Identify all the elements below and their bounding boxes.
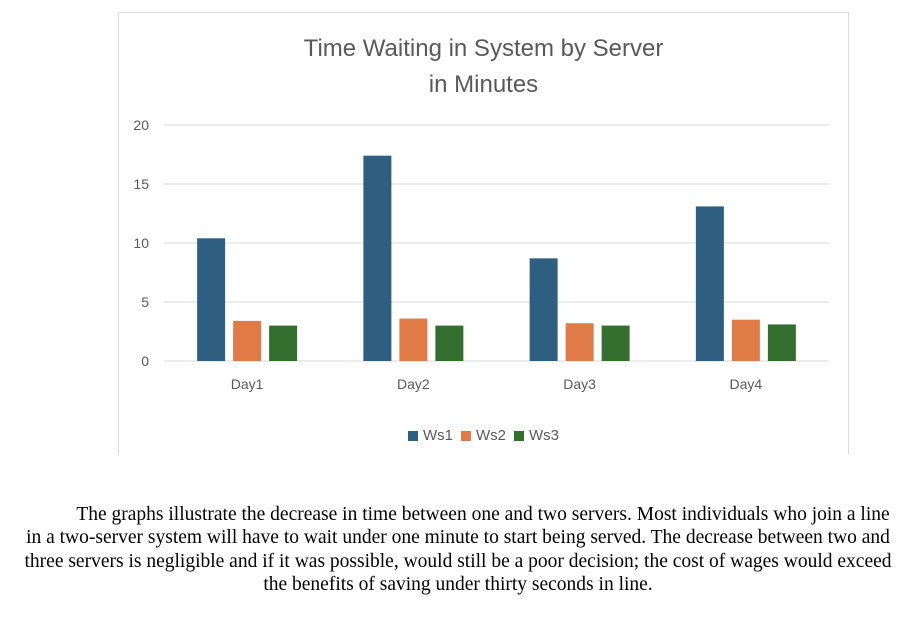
x-tick-label: Day4: [730, 376, 763, 392]
y-tick-label: 5: [141, 294, 149, 310]
legend-label: Ws1: [423, 427, 453, 444]
bar-ws3-day2: [435, 325, 464, 361]
bar-ws2-day4: [731, 319, 760, 361]
chart-title-line-2: in Minutes: [428, 71, 539, 98]
legend-item-ws2: Ws2: [461, 427, 506, 444]
y-tick-label: 10: [133, 235, 149, 251]
bar-chart: 0 5 10 15 20 Day1 Day2 Day3 Day4: [133, 117, 829, 392]
chart-title-line-1: Time Waiting in System by Server: [303, 35, 664, 62]
caption-paragraph: The graphs illustrate the decrease in ti…: [24, 503, 892, 596]
bar-ws3-day4: [767, 324, 796, 361]
y-tick-label: 20: [133, 117, 149, 133]
bar-ws3-day3: [601, 325, 630, 361]
bar-ws1-day4: [695, 206, 724, 361]
legend-swatch: [408, 430, 418, 441]
bar-ws1-day2: [363, 155, 392, 361]
legend-swatch: [514, 430, 524, 441]
x-tick-label: Day3: [563, 376, 596, 392]
y-tick-label: 0: [141, 353, 149, 369]
legend-label: Ws2: [476, 427, 506, 444]
bar-ws3-day1: [269, 325, 298, 361]
bar-ws2-day3: [565, 323, 594, 361]
x-tick-label: Day1: [231, 376, 264, 392]
legend-item-ws1: Ws1: [408, 427, 453, 444]
bar-ws1-day3: [529, 258, 558, 361]
legend-label: Ws3: [529, 427, 559, 444]
legend-item-ws3: Ws3: [514, 427, 559, 444]
bar-ws1-day1: [197, 238, 226, 361]
bar-ws2-day2: [399, 318, 428, 361]
x-tick-label: Day2: [397, 376, 430, 392]
legend-swatch: [461, 430, 471, 441]
chart-frame: Time Waiting in System by Server in Minu…: [118, 12, 849, 454]
y-tick-label: 15: [133, 176, 149, 192]
chart-legend: Ws1 Ws2 Ws3: [119, 427, 848, 445]
bar-ws2-day1: [233, 320, 262, 361]
